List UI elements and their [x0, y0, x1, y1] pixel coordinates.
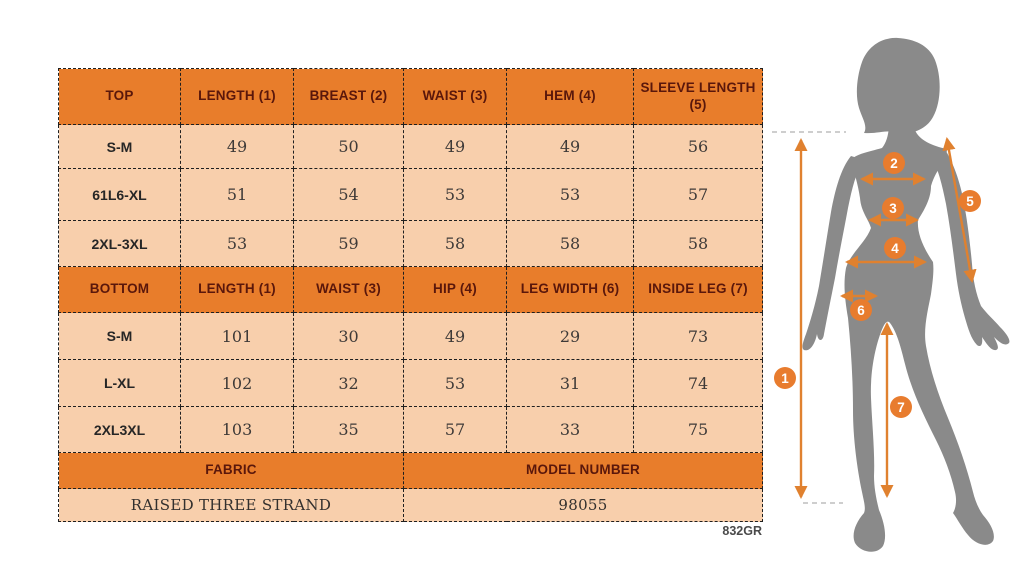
column-header: WAIST (3)	[403, 68, 507, 125]
table-row: 61L6-XL 51 54 53 53 57	[58, 168, 763, 221]
chart-code-label: 832GR	[722, 524, 762, 538]
silhouette-right-arm	[931, 148, 1010, 351]
measurement-cell: 49	[180, 124, 294, 169]
measurement-cell: 49	[403, 124, 507, 169]
column-header: BREAST (2)	[293, 68, 404, 125]
marker-7-inside-leg: 7	[890, 396, 912, 418]
column-header: INSIDE LEG (7)	[633, 266, 763, 313]
silhouette-left-arm	[802, 156, 864, 351]
silhouette-body	[844, 122, 994, 552]
measurement-cell: 29	[506, 312, 634, 360]
measurement-cell: 58	[506, 220, 634, 267]
measurement-cell: 30	[293, 312, 404, 360]
size-label-cell: 2XL3XL	[58, 406, 181, 453]
measurement-cell: 103	[180, 406, 294, 453]
marker-1-total-length: 1	[774, 367, 796, 389]
size-label-cell: 61L6-XL	[58, 168, 181, 221]
marker-2-breast: 2	[883, 152, 905, 174]
column-header: LEG WIDTH (6)	[506, 266, 634, 313]
table-row: BOTTOM LENGTH (1) WAIST (3) HIP (4) LEG …	[58, 266, 763, 313]
measurement-cell: 33	[506, 406, 634, 453]
size-chart-table: TOP LENGTH (1) BREAST (2) WAIST (3) HEM …	[58, 68, 763, 522]
column-header: SLEEVE LENGTH (5)	[633, 68, 763, 125]
measurement-cell: 74	[633, 359, 763, 407]
size-label-cell: S-M	[58, 124, 181, 169]
measurement-cell: 53	[180, 220, 294, 267]
table-row: S-M 49 50 49 49 56	[58, 124, 763, 169]
marker-4-hip: 4	[884, 237, 906, 259]
table-row: FABRIC MODEL NUMBER	[58, 452, 763, 489]
size-label-cell: 2XL-3XL	[58, 220, 181, 267]
table-row: 2XL3XL 103 35 57 33 75	[58, 406, 763, 453]
measurement-cell: 53	[403, 168, 507, 221]
bottom-section-header: BOTTOM	[58, 266, 181, 313]
table-row: L-XL 102 32 53 31 74	[58, 359, 763, 407]
marker-3-waist: 3	[882, 197, 904, 219]
measurement-cell: 101	[180, 312, 294, 360]
measurement-cell: 53	[403, 359, 507, 407]
measurement-cell: 58	[633, 220, 763, 267]
woman-silhouette	[802, 37, 1010, 552]
measurement-cell: 32	[293, 359, 404, 407]
model-number-value: 98055	[403, 488, 763, 522]
measurement-arrows	[794, 137, 977, 499]
model-number-header: MODEL NUMBER	[403, 452, 763, 489]
column-header: WAIST (3)	[293, 266, 404, 313]
measurement-cell: 57	[403, 406, 507, 453]
table-row: RAISED THREE STRAND 98055	[58, 488, 763, 522]
column-header: LENGTH (1)	[180, 68, 294, 125]
measurement-cell: 31	[506, 359, 634, 407]
measurement-cell: 58	[403, 220, 507, 267]
marker-6-leg-width: 6	[850, 299, 872, 321]
column-header: HIP (4)	[403, 266, 507, 313]
measurement-cell: 49	[506, 124, 634, 169]
table-row: S-M 101 30 49 29 73	[58, 312, 763, 360]
reference-dashed-lines	[772, 131, 846, 504]
column-header: HEM (4)	[506, 68, 634, 125]
measurement-cell: 73	[633, 312, 763, 360]
fabric-header: FABRIC	[58, 452, 404, 489]
measurement-cell: 102	[180, 359, 294, 407]
marker-5-sleeve-length: 5	[959, 190, 981, 212]
measurement-cell: 51	[180, 168, 294, 221]
fabric-value: RAISED THREE STRAND	[58, 488, 404, 522]
measurement-cell: 35	[293, 406, 404, 453]
table-row: TOP LENGTH (1) BREAST (2) WAIST (3) HEM …	[58, 68, 763, 125]
size-label-cell: L-XL	[58, 359, 181, 407]
top-section-header: TOP	[58, 68, 181, 125]
measurement-cell: 75	[633, 406, 763, 453]
column-header: LENGTH (1)	[180, 266, 294, 313]
silhouette-head	[856, 37, 940, 134]
measurement-cell: 59	[293, 220, 404, 267]
measurement-cell: 49	[403, 312, 507, 360]
measurement-cell: 56	[633, 124, 763, 169]
measurement-cell: 54	[293, 168, 404, 221]
measurement-cell: 53	[506, 168, 634, 221]
measurement-cell: 57	[633, 168, 763, 221]
size-label-cell: S-M	[58, 312, 181, 360]
measurement-cell: 50	[293, 124, 404, 169]
table-row: 2XL-3XL 53 59 58 58 58	[58, 220, 763, 267]
